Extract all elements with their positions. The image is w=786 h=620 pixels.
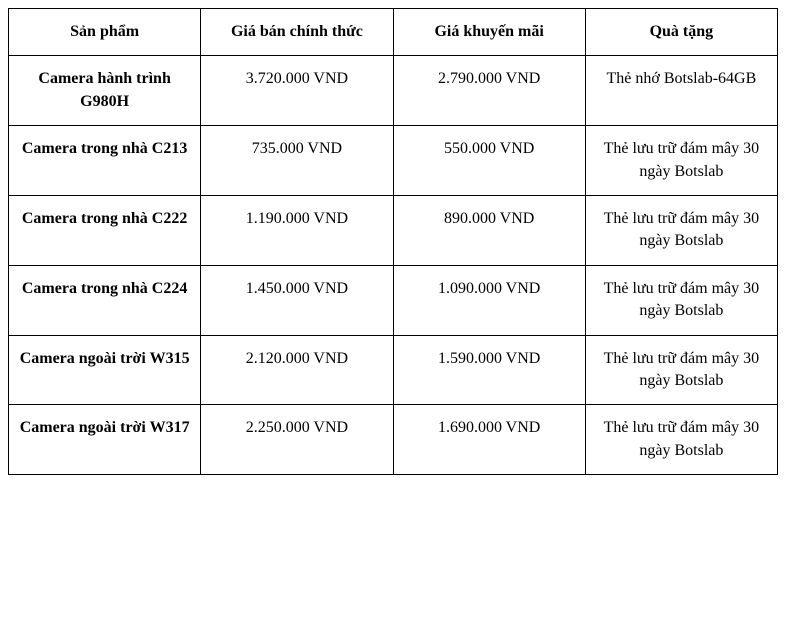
cell-official-price: 1.190.000 VND [201, 195, 393, 265]
header-gift: Quà tặng [585, 9, 777, 56]
cell-product: Camera trong nhà C224 [9, 265, 201, 335]
cell-gift: Thẻ lưu trữ đám mây 30 ngày Botslab [585, 195, 777, 265]
table-row: Camera trong nhà C213 735.000 VND 550.00… [9, 126, 778, 196]
table-header-row: Sản phẩm Giá bán chính thức Giá khuyến m… [9, 9, 778, 56]
cell-product: Camera ngoài trời W315 [9, 335, 201, 405]
cell-product: Camera ngoài trời W317 [9, 405, 201, 475]
cell-official-price: 2.120.000 VND [201, 335, 393, 405]
cell-gift: Thẻ lưu trữ đám mây 30 ngày Botslab [585, 405, 777, 475]
cell-gift: Thẻ lưu trữ đám mây 30 ngày Botslab [585, 265, 777, 335]
cell-product: Camera trong nhà C222 [9, 195, 201, 265]
cell-official-price: 2.250.000 VND [201, 405, 393, 475]
cell-official-price: 735.000 VND [201, 126, 393, 196]
cell-gift: Thẻ nhớ Botslab-64GB [585, 56, 777, 126]
pricing-table: Sản phẩm Giá bán chính thức Giá khuyến m… [8, 8, 778, 475]
cell-product: Camera hành trình G980H [9, 56, 201, 126]
table-row: Camera ngoài trời W317 2.250.000 VND 1.6… [9, 405, 778, 475]
header-official-price: Giá bán chính thức [201, 9, 393, 56]
table-row: Camera hành trình G980H 3.720.000 VND 2.… [9, 56, 778, 126]
cell-promo-price: 2.790.000 VND [393, 56, 585, 126]
cell-promo-price: 1.590.000 VND [393, 335, 585, 405]
cell-promo-price: 1.090.000 VND [393, 265, 585, 335]
cell-promo-price: 550.000 VND [393, 126, 585, 196]
cell-official-price: 3.720.000 VND [201, 56, 393, 126]
cell-gift: Thẻ lưu trữ đám mây 30 ngày Botslab [585, 126, 777, 196]
cell-gift: Thẻ lưu trữ đám mây 30 ngày Botslab [585, 335, 777, 405]
cell-official-price: 1.450.000 VND [201, 265, 393, 335]
cell-promo-price: 890.000 VND [393, 195, 585, 265]
cell-product: Camera trong nhà C213 [9, 126, 201, 196]
table-row: Camera trong nhà C224 1.450.000 VND 1.09… [9, 265, 778, 335]
table-row: Camera ngoài trời W315 2.120.000 VND 1.5… [9, 335, 778, 405]
header-promo-price: Giá khuyến mãi [393, 9, 585, 56]
cell-promo-price: 1.690.000 VND [393, 405, 585, 475]
header-product: Sản phẩm [9, 9, 201, 56]
table-row: Camera trong nhà C222 1.190.000 VND 890.… [9, 195, 778, 265]
